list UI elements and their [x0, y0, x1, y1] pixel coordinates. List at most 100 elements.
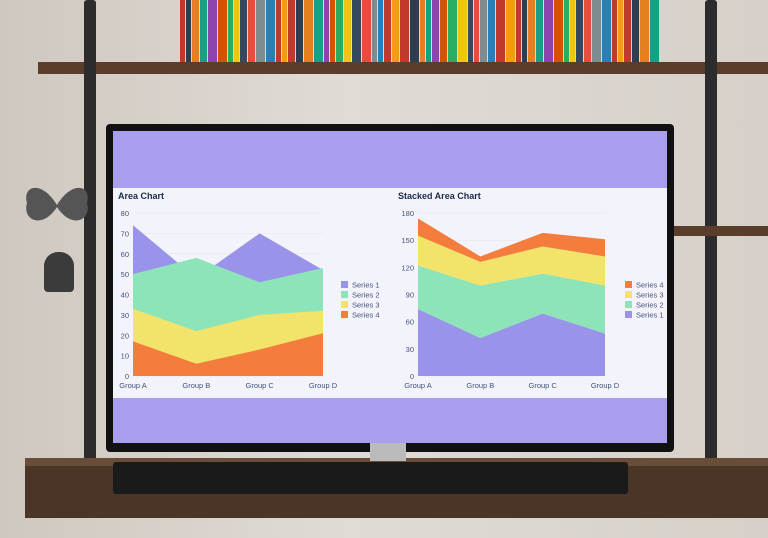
book-spine — [516, 0, 521, 64]
book-spine — [601, 0, 611, 64]
y-tick-label: 0 — [125, 372, 129, 381]
charts-svg: Area Chart 0 10 20 30 40 50 60 70 80 Group A Group … — [118, 191, 664, 390]
book-spine — [535, 0, 544, 64]
book-spine — [583, 0, 592, 64]
book-spine — [180, 0, 185, 64]
book-spine — [295, 0, 304, 64]
x-tick-label: Group D — [591, 381, 620, 390]
book-spine — [329, 0, 336, 64]
y-tick-label: 20 — [121, 331, 129, 340]
book-spine — [240, 0, 247, 64]
book-spine — [391, 0, 400, 64]
x-tick-label: Group B — [182, 381, 210, 390]
book-spine — [612, 0, 617, 64]
book-spine — [217, 0, 227, 64]
legend-label: Series 2 — [636, 301, 664, 310]
book-spine — [343, 0, 352, 64]
x-tick-label: Group A — [404, 381, 432, 390]
book-spine — [192, 0, 199, 64]
x-tick-label: Group B — [466, 381, 494, 390]
y-tick-label: 40 — [121, 291, 129, 300]
book-spine — [487, 0, 496, 64]
book-spine — [256, 0, 265, 64]
book-spine — [624, 0, 631, 64]
book-spine — [505, 0, 515, 64]
book-spine — [576, 0, 583, 64]
legend-swatch — [625, 281, 632, 288]
stacked-area-series-2 — [418, 265, 605, 338]
book-spine — [640, 0, 649, 64]
book-spine — [324, 0, 329, 64]
book-spine — [228, 0, 233, 64]
book-spine — [409, 0, 419, 64]
y-tick-label: 150 — [401, 236, 414, 245]
legend-swatch — [341, 291, 348, 298]
chart-panel: Area Chart 0 10 20 30 40 50 60 70 80 Group A Group … — [113, 188, 667, 398]
book-spine — [425, 0, 432, 64]
stacked-area-series-3 — [418, 235, 605, 286]
y-tick-label: 10 — [121, 352, 129, 361]
book-spine — [439, 0, 448, 64]
chart-title: Stacked Area Chart — [398, 191, 481, 201]
y-tick-label: 70 — [121, 229, 129, 238]
legend-label: Series 2 — [352, 291, 380, 300]
legend-swatch — [625, 291, 632, 298]
legend-label: Series 1 — [636, 311, 664, 320]
book-spine — [528, 0, 535, 64]
y-tick-label: 60 — [121, 250, 129, 259]
book-spine — [199, 0, 208, 64]
bell-icon — [44, 252, 74, 292]
stacked-area-series-1 — [418, 308, 605, 376]
book-spine — [420, 0, 425, 64]
book-spine — [631, 0, 640, 64]
soundbar — [113, 462, 628, 494]
top-shelf — [38, 62, 768, 74]
tv-stand — [370, 443, 406, 461]
legend-label: Series 4 — [636, 281, 664, 290]
legend-label: Series 3 — [636, 291, 664, 300]
book-spine — [372, 0, 377, 64]
book-spine — [185, 0, 192, 64]
chart-title: Area Chart — [118, 191, 164, 201]
book-spine — [276, 0, 281, 64]
book-spine — [233, 0, 240, 64]
area-series-4 — [133, 333, 323, 376]
book-spine — [361, 0, 371, 64]
book-spine — [304, 0, 313, 64]
y-tick-label: 30 — [406, 345, 414, 354]
y-tick-label: 180 — [401, 209, 414, 218]
book-spine — [457, 0, 467, 64]
book-spine — [521, 0, 528, 64]
book-spine — [592, 0, 601, 64]
book-spine — [336, 0, 343, 64]
stacked-area-series-4 — [418, 218, 605, 262]
book-spine — [400, 0, 409, 64]
x-tick-label: Group A — [119, 381, 147, 390]
y-tick-label: 120 — [401, 263, 414, 272]
y-tick-label: 0 — [410, 372, 414, 381]
legend-label: Series 4 — [352, 311, 380, 320]
y-tick-label: 30 — [121, 311, 129, 320]
legend-swatch — [625, 311, 632, 318]
book-spine — [313, 0, 323, 64]
book-spine — [432, 0, 439, 64]
book-spine — [480, 0, 487, 64]
book-spine — [265, 0, 275, 64]
y-tick-label: 90 — [406, 291, 414, 300]
middle-shelf — [672, 226, 768, 236]
book-spine — [564, 0, 569, 64]
book-spine — [617, 0, 624, 64]
legend-swatch — [341, 301, 348, 308]
book-spine — [448, 0, 457, 64]
legend-swatch — [341, 311, 348, 318]
y-tick-label: 60 — [406, 318, 414, 327]
book-spine — [208, 0, 217, 64]
book-spine — [473, 0, 480, 64]
book-spine — [281, 0, 288, 64]
y-tick-label: 80 — [121, 209, 129, 218]
legend-swatch — [341, 281, 348, 288]
book-spine — [496, 0, 505, 64]
left-pipe — [84, 0, 96, 470]
book-spine — [384, 0, 391, 64]
book-spine — [377, 0, 384, 64]
